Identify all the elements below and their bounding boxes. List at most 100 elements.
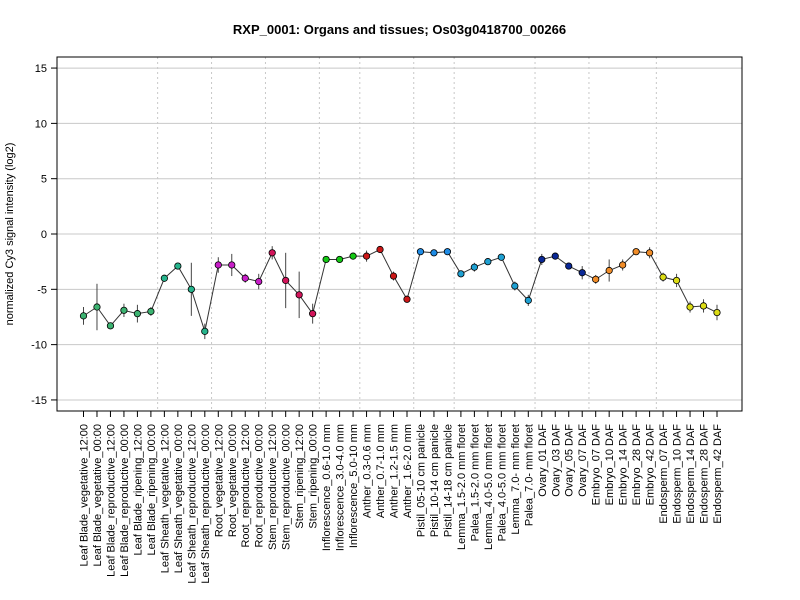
x-tick-label-16: Stem_ripening_12:00 <box>294 424 306 529</box>
data-point-40 <box>619 261 627 269</box>
x-tick-label-7: Leaf Sheath_vegetative_00:00 <box>173 424 185 573</box>
y-tick-label-0: -15 <box>31 395 47 407</box>
data-point-37 <box>578 269 586 277</box>
x-tick-label-6: Leaf Sheath_vegetative_12:00 <box>159 424 171 573</box>
x-tick-label-35: Ovary_03 DAF <box>550 424 562 497</box>
x-tick-label-9: Leaf Sheath_reproductive_00:00 <box>200 424 212 584</box>
data-point-19 <box>335 255 344 264</box>
data-point-25 <box>416 248 425 256</box>
x-tick-label-18: Inflorescence_0.6-1.0 mm <box>321 424 333 551</box>
x-tick-label-32: Lemma_7.0- mm floret <box>510 424 522 535</box>
data-point-21 <box>362 252 371 260</box>
data-point-18 <box>322 255 330 264</box>
x-tick-label-17: Stem_ripening_00:00 <box>308 424 320 529</box>
x-tick-label-47: Endosperm_42 DAF <box>712 424 724 524</box>
data-point-24 <box>403 295 411 303</box>
x-tick-label-22: Anther_0.7-1.0 mm <box>375 424 387 518</box>
data-point-layer <box>79 245 721 335</box>
data-point-47 <box>713 308 721 317</box>
data-point-34 <box>538 255 546 264</box>
x-tick-label-44: Endosperm_10 DAF <box>672 424 684 524</box>
data-point-28 <box>457 270 465 278</box>
data-point-41 <box>632 248 640 256</box>
x-tick-label-34: Ovary_01 DAF <box>537 424 549 497</box>
data-point-15 <box>282 276 290 285</box>
data-point-4 <box>133 310 142 318</box>
x-tick-label-40: Embryo_14 DAF <box>618 424 630 506</box>
data-point-5 <box>147 307 155 316</box>
data-point-31 <box>497 253 505 261</box>
x-tick-label-43: Endosperm_07 DAF <box>658 424 670 524</box>
data-point-0 <box>79 312 88 320</box>
x-tick-label-30: Lemma_4.0-5.0 mm floret <box>483 424 495 550</box>
data-point-17 <box>309 310 317 318</box>
data-point-14 <box>268 249 276 257</box>
x-tick-label-15: Stem_reproductive_00:00 <box>281 424 293 550</box>
x-tick-label-11: Root_vegetative_00:00 <box>227 424 239 537</box>
data-point-20 <box>349 252 357 260</box>
x-tick-label-19: Inflorescence_3.0-4.0 mm <box>335 424 347 551</box>
x-axis: Leaf Blade_vegetative_12:00 Leaf Blade_ve… <box>79 411 724 584</box>
y-axis-label: normalized Cy3 signal intensity (log2) <box>4 143 16 326</box>
x-tick-label-42: Embryo_42 DAF <box>645 424 657 506</box>
x-tick-label-36: Ovary_05 DAF <box>564 424 576 497</box>
data-point-32 <box>511 282 519 290</box>
x-tick-label-26: Pistil_10-14 cm panicle <box>429 424 441 537</box>
x-tick-label-45: Endosperm_14 DAF <box>685 424 697 524</box>
data-point-35 <box>551 252 559 260</box>
x-tick-label-5: Leaf Blade_ripening_00:00 <box>146 424 158 556</box>
x-tick-label-41: Embryo_28 DAF <box>631 424 643 506</box>
x-tick-label-4: Leaf Blade_ripening_12:00 <box>132 424 144 556</box>
x-tick-label-31: Palea_4.0-5.0 mm floret <box>496 424 508 541</box>
x-tick-label-3: Leaf Blade_reproductive_00:00 <box>119 424 131 577</box>
x-tick-label-8: Leaf Sheath_reproductive_12:00 <box>186 424 198 584</box>
y-tick-label-6: 15 <box>35 63 47 75</box>
x-tick-label-29: Palea_1.5-2.0 mm floret <box>469 424 481 541</box>
x-tick-label-2: Leaf Blade_reproductive_12:00 <box>105 424 117 577</box>
data-point-29 <box>470 263 478 271</box>
x-tick-label-25: Pistil_05-10 cm panicle <box>415 424 427 537</box>
x-tick-label-20: Inflorescence_5.0-10 mm <box>348 424 360 548</box>
separator-layer <box>157 57 657 411</box>
x-tick-label-39: Embryo_10 DAF <box>604 424 616 506</box>
data-point-8 <box>187 285 195 293</box>
data-point-11 <box>228 261 236 269</box>
x-tick-label-28: Lemma_1.5-2.0 mm floret <box>456 424 468 550</box>
data-point-16 <box>295 291 303 299</box>
data-point-36 <box>565 262 573 270</box>
data-point-38 <box>592 275 600 283</box>
error-bar-layer <box>83 246 718 340</box>
x-tick-label-12: Root_reproductive_12:00 <box>240 424 252 548</box>
x-tick-label-33: Palea_7.0- mm floret <box>523 424 535 526</box>
data-point-22 <box>376 245 384 254</box>
grid-layer <box>57 67 742 401</box>
data-point-39 <box>605 266 613 275</box>
y-axis: -15 -10 -5 0 5 10 15 <box>31 63 57 407</box>
data-point-44 <box>672 276 681 285</box>
data-point-42 <box>646 249 654 257</box>
x-tick-label-46: Endosperm_28 DAF <box>699 424 711 524</box>
data-point-33 <box>524 296 532 304</box>
chart-title: RXP_0001: Organs and tissues; Os03g04187… <box>233 22 566 37</box>
data-point-46 <box>699 302 708 310</box>
data-point-30 <box>484 258 492 266</box>
x-tick-label-37: Ovary_07 DAF <box>577 424 589 497</box>
x-tick-label-13: Root_reproductive_00:00 <box>254 424 266 548</box>
x-tick-label-27: Pistil_14-18 cm panicle <box>442 424 454 537</box>
data-point-26 <box>430 249 438 257</box>
x-tick-label-14: Stem_reproductive_12:00 <box>267 424 279 550</box>
y-tick-label-3: 0 <box>41 229 47 241</box>
x-tick-label-38: Embryo_07 DAF <box>591 424 603 506</box>
data-point-45 <box>686 303 694 311</box>
data-point-7 <box>174 262 182 270</box>
data-point-3 <box>120 306 128 314</box>
y-tick-label-1: -10 <box>31 340 47 352</box>
x-tick-label-0: Leaf Blade_vegetative_12:00 <box>79 424 91 567</box>
data-point-27 <box>443 248 452 256</box>
data-point-12 <box>241 274 249 282</box>
y-tick-label-2: -5 <box>37 284 47 296</box>
data-point-10 <box>214 261 222 269</box>
x-tick-label-23: Anther_1.2-1.5 mm <box>389 424 401 518</box>
x-tick-label-10: Root_vegetative_12:00 <box>213 424 225 537</box>
